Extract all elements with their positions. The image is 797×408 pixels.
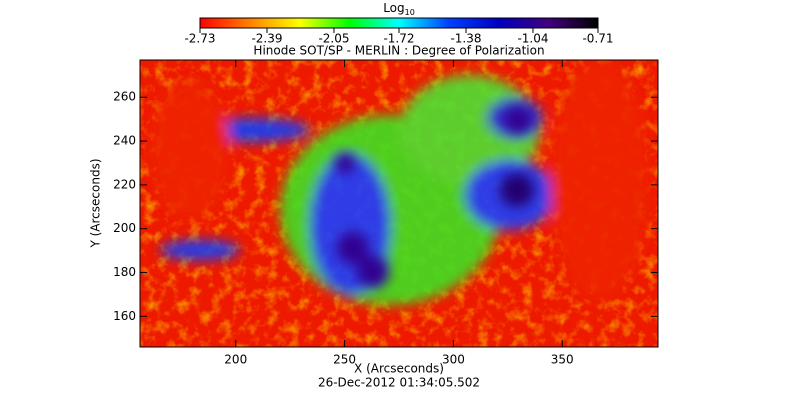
colorbar-tick-label: -0.71 (582, 32, 613, 46)
x-axis-label: X (Arcseconds) (354, 362, 444, 376)
y-tick-label: 200 (113, 221, 136, 235)
date-label: 26-Dec-2012 01:34:05.502 (318, 376, 480, 390)
x-tick-label: 350 (551, 353, 574, 367)
x-tick-label: 200 (224, 353, 247, 367)
x-tick-label: 300 (442, 353, 465, 367)
colorbar-tick-label: -1.72 (383, 32, 414, 46)
colorbar-tick-label: -1.38 (450, 32, 481, 46)
colorbar-tick-label: -2.73 (184, 32, 215, 46)
colorbar-tick-label: -1.04 (517, 32, 548, 46)
colorbar-tick-label: -2.39 (251, 32, 282, 46)
colorbar-tick-label: -2.05 (318, 32, 349, 46)
y-axis-label: Y (Arcseconds) (89, 158, 103, 248)
chart-title: Hinode SOT/SP - MERLIN : Degree of Polar… (253, 44, 544, 58)
colorbar-label: Log10 (383, 1, 415, 17)
y-tick-label: 260 (113, 90, 136, 104)
colorbar (199, 17, 599, 29)
image (140, 60, 658, 347)
y-tick-label: 160 (113, 309, 136, 323)
y-tick-label: 240 (113, 134, 136, 148)
y-tick-label: 180 (113, 265, 136, 279)
x-tick-label: 250 (333, 353, 356, 367)
y-tick-label: 220 (113, 177, 136, 191)
plot-frame (139, 59, 659, 348)
